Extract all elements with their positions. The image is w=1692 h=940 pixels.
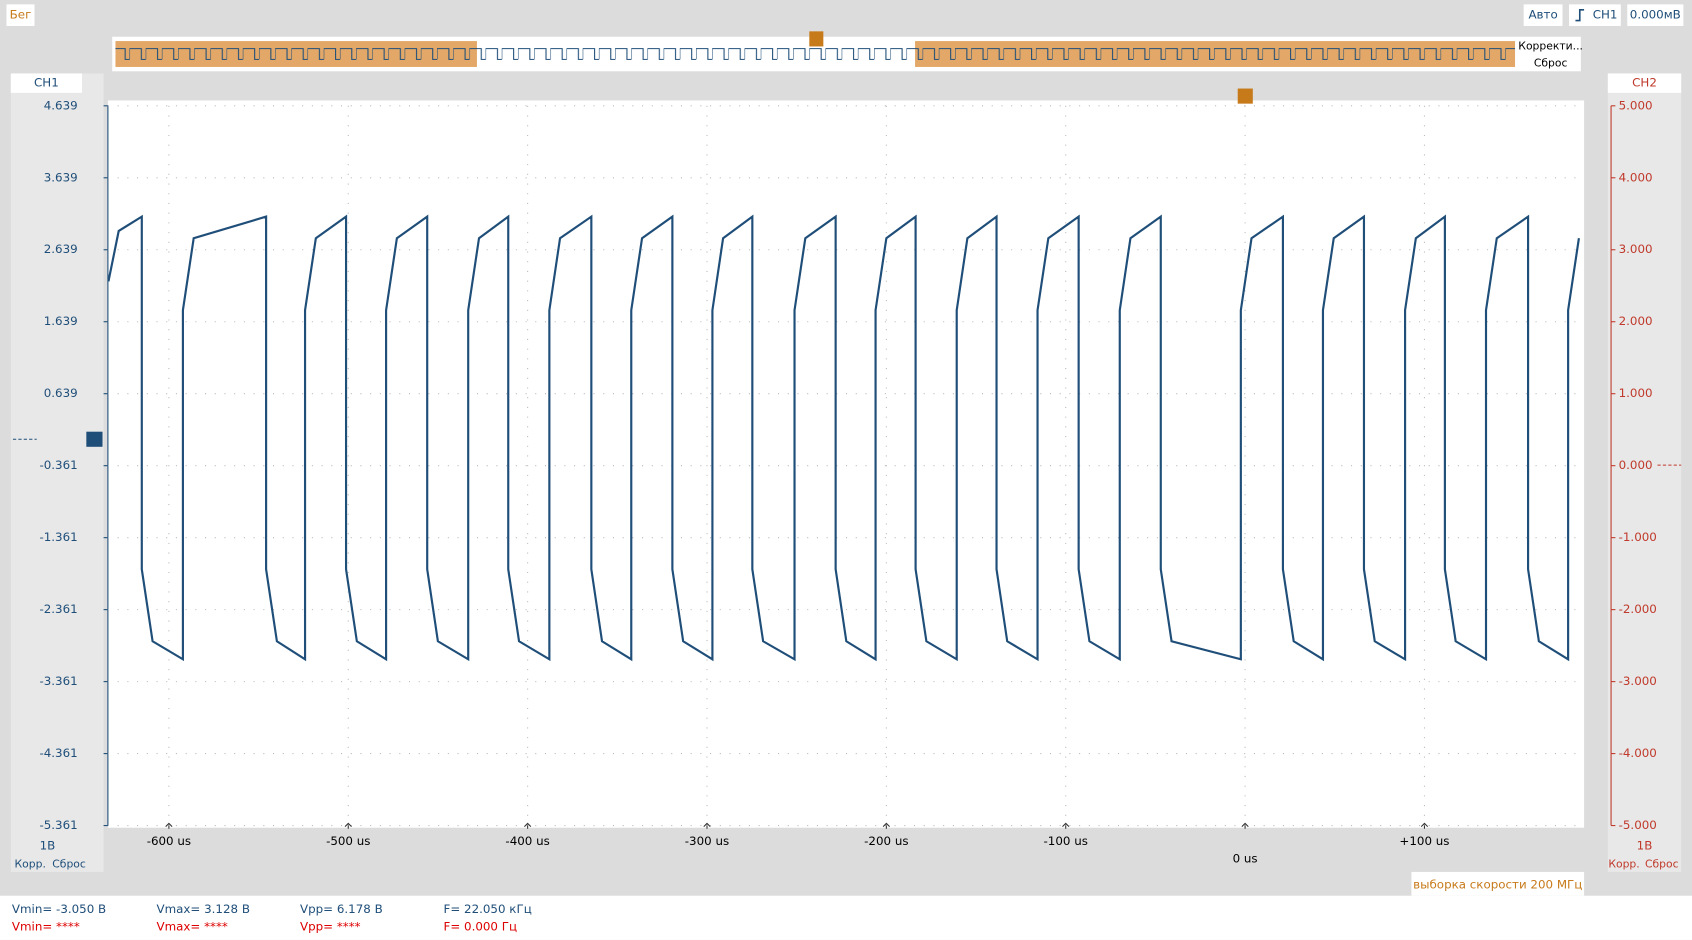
y-tick-label: 1.639 bbox=[44, 314, 78, 328]
x-tick bbox=[165, 822, 173, 829]
y2-tick-label: -5.000 bbox=[1619, 818, 1657, 832]
status-box bbox=[6, 4, 35, 26]
edge-icon bbox=[1575, 8, 1585, 22]
x-tick bbox=[524, 822, 532, 829]
right-panel bbox=[1607, 73, 1682, 872]
x-tick bbox=[882, 822, 890, 829]
y2-tick-label: 4.000 bbox=[1619, 170, 1653, 184]
x-tick-label: -200 us bbox=[864, 834, 908, 848]
ch2-scale[interactable]: 1В bbox=[1637, 839, 1653, 853]
y-tick-label: -2.361 bbox=[39, 602, 77, 616]
mode[interactable]: Авто bbox=[1528, 8, 1557, 22]
ch1-correct[interactable]: Корр. bbox=[15, 857, 46, 870]
y-tick-label: -5.361 bbox=[39, 818, 77, 832]
y2-tick-label: -1.000 bbox=[1619, 530, 1657, 544]
trigger-channel[interactable]: CH1 bbox=[1593, 8, 1618, 22]
x-tick-label: -500 us bbox=[326, 834, 370, 848]
measurement: Vmin= -3.050 В bbox=[12, 902, 106, 916]
x-tick bbox=[1420, 822, 1429, 829]
measurement: Vmax= 3.128 В bbox=[156, 902, 250, 916]
x-tick-label: +100 us bbox=[1399, 834, 1449, 848]
x-tick-label: -400 us bbox=[505, 834, 549, 848]
measurement: F= 22.050 кГц bbox=[444, 902, 532, 916]
y2-tick-label: -4.000 bbox=[1619, 746, 1657, 760]
trigger-level[interactable]: 0.000мВ bbox=[1630, 8, 1681, 22]
measurement: F= 0.000 Гц bbox=[444, 919, 518, 933]
x-tick-label: -600 us bbox=[147, 834, 191, 848]
left-panel bbox=[10, 73, 104, 872]
y2-tick-label: 5.000 bbox=[1619, 98, 1653, 112]
y-tick-label: -4.361 bbox=[39, 746, 77, 760]
y2-tick-label: 1.000 bbox=[1619, 386, 1653, 400]
ch2-reset[interactable]: Сброс bbox=[1645, 857, 1679, 870]
status[interactable]: Бег bbox=[10, 8, 32, 22]
measurement: Vmax= **** bbox=[156, 919, 227, 933]
y-tick-label: 4.639 bbox=[44, 98, 78, 112]
ch2-header[interactable] bbox=[1607, 73, 1682, 93]
ch2-label[interactable]: CH2 bbox=[1632, 76, 1657, 90]
x-tick bbox=[344, 822, 352, 829]
x-tick-label: 0 us bbox=[1233, 852, 1258, 866]
y-tick-label: 3.639 bbox=[44, 170, 78, 184]
y-tick-label: 0.639 bbox=[44, 386, 78, 400]
y-tick-label: -1.361 bbox=[39, 530, 77, 544]
overview-correct[interactable]: Корректи... bbox=[1518, 39, 1583, 52]
measurement: Vpp= **** bbox=[300, 919, 361, 933]
x-tick bbox=[703, 822, 711, 829]
ch1-offset-marker[interactable] bbox=[86, 431, 103, 447]
ch1-label[interactable]: CH1 bbox=[34, 76, 59, 90]
trigger-marker[interactable] bbox=[1237, 88, 1253, 104]
y2-tick-label: 0.000 bbox=[1619, 458, 1653, 472]
measurement: Vpp= 6.178 В bbox=[300, 902, 383, 916]
x-tick-label: -300 us bbox=[685, 834, 729, 848]
x-tick bbox=[1062, 822, 1070, 829]
y2-tick-label: -3.000 bbox=[1619, 674, 1657, 688]
waveform bbox=[107, 214, 1580, 662]
overview-reset[interactable]: Сброс bbox=[1534, 57, 1568, 70]
y2-tick-label: 2.000 bbox=[1619, 314, 1653, 328]
ch1-scale[interactable]: 1В bbox=[40, 839, 56, 853]
y2-tick-label: -2.000 bbox=[1619, 602, 1657, 616]
sample-rate: выборка скорости 200 МГц bbox=[1413, 877, 1582, 891]
x-tick bbox=[1241, 822, 1249, 829]
y-tick-label: 2.639 bbox=[44, 242, 78, 256]
ch1-reset[interactable]: Сброс bbox=[52, 857, 86, 870]
overview-trigger[interactable] bbox=[809, 31, 824, 47]
plot-area bbox=[107, 100, 1585, 828]
overview-wave bbox=[115, 43, 1516, 65]
x-tick-label: -100 us bbox=[1044, 834, 1088, 848]
measure-bar bbox=[0, 895, 1692, 940]
y2-tick-label: 3.000 bbox=[1619, 242, 1653, 256]
level-box bbox=[1627, 4, 1684, 26]
rate-box bbox=[1411, 871, 1585, 896]
mode-box bbox=[1523, 4, 1563, 26]
ch1-header[interactable] bbox=[10, 73, 83, 93]
y-tick-label: -3.361 bbox=[39, 674, 77, 688]
y-tick-label: -0.361 bbox=[39, 458, 77, 472]
ch2-correct[interactable]: Корр. bbox=[1608, 857, 1639, 870]
measurement: Vmin= **** bbox=[12, 919, 80, 933]
